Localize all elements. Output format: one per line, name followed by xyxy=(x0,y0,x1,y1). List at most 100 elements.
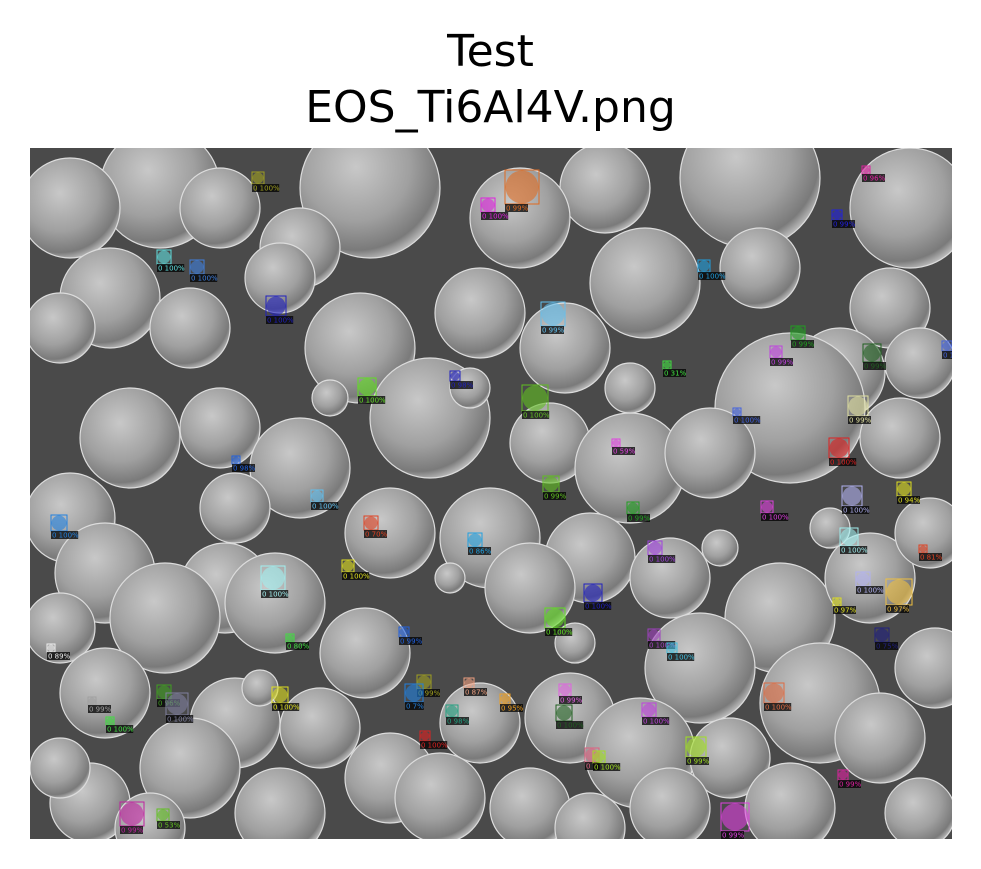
powder-particle xyxy=(884,777,952,839)
detection-label: 0 99% xyxy=(89,706,112,714)
detection-instance: 0 100% xyxy=(189,259,218,283)
detection-label-bg xyxy=(311,502,339,510)
powder-particle xyxy=(30,157,121,259)
detection-label-bg xyxy=(721,831,744,839)
detection-mask xyxy=(856,572,870,586)
detection-label-bg xyxy=(399,637,422,645)
detection-mask xyxy=(698,260,710,272)
detection-mask xyxy=(88,697,96,705)
detection-label: 0 7 xyxy=(586,763,597,771)
detection-mask xyxy=(543,476,559,492)
detection-label: 0 100% xyxy=(841,547,868,555)
detection-label: 0 1 xyxy=(943,352,952,360)
detection-instance: 0 1 xyxy=(941,340,952,360)
detection-instance: 0 100% xyxy=(480,197,509,221)
powder-particle xyxy=(59,647,151,739)
detection-label-bg xyxy=(464,688,487,696)
detection-mask xyxy=(832,210,842,220)
detection-mask xyxy=(612,439,620,447)
detection-instance: 0 100% xyxy=(839,527,868,555)
detection-label: 0 7% xyxy=(406,703,424,711)
detection-label-bg xyxy=(541,326,564,334)
detection-label: 0 89% xyxy=(48,653,71,661)
detection-overlays: 0 100%0 99%0 100%0 96%0 99%0 100%0 100% 0… xyxy=(46,165,952,840)
detection-mask xyxy=(311,490,323,502)
detection-label: 0 100% xyxy=(649,556,676,564)
detection-label-bg xyxy=(648,555,676,563)
detection-label: 0 87% xyxy=(465,689,488,697)
powder-particle xyxy=(469,167,571,269)
figure-title-line2: EOS_Ti6Al4V.png xyxy=(305,82,676,133)
detection-label: 0 99% xyxy=(792,341,815,349)
detection-label: 0 99% xyxy=(506,205,529,213)
detection-mask xyxy=(761,501,773,513)
detection-mask xyxy=(47,644,55,652)
detection-instance: 0 100% xyxy=(697,259,726,281)
detection-label-bg xyxy=(450,381,473,389)
detection-mask xyxy=(545,608,565,628)
detection-instance: 0 99% xyxy=(685,736,710,766)
detection-mask xyxy=(417,675,431,689)
powder-particle xyxy=(149,287,231,369)
detection-label-bg xyxy=(468,547,491,555)
powder-particle xyxy=(394,752,486,839)
detection-mask xyxy=(559,684,571,696)
detection-label-bg xyxy=(286,642,309,650)
detection-instance: 0 100% xyxy=(555,704,584,730)
detection-instance: 0 100% xyxy=(341,559,370,581)
detection-instance: 0 80% xyxy=(285,633,310,651)
detection-mask xyxy=(764,683,784,703)
detection-label-bg xyxy=(417,689,440,697)
detection-instance: 0 99% xyxy=(540,301,566,335)
detection-instance: 0 96% xyxy=(861,165,886,183)
detection-instance: 0 100% xyxy=(271,686,300,712)
detection-instance: 0 94% xyxy=(896,481,921,505)
powder-particle xyxy=(894,497,952,569)
powder-particle xyxy=(719,227,801,309)
powder-particle xyxy=(859,397,941,479)
detection-label: 0 75% xyxy=(876,643,899,651)
detection-label-bg xyxy=(862,174,885,182)
detection-mask xyxy=(733,408,741,416)
detection-label-bg xyxy=(266,316,294,324)
detection-label-bg xyxy=(832,220,855,228)
detection-label: 0 96% xyxy=(863,175,886,183)
detection-mask xyxy=(51,515,67,531)
detection-label: 0 100% xyxy=(52,532,79,540)
detection-instance: 0 100% xyxy=(583,583,612,611)
detection-label: 0 99% xyxy=(418,690,441,698)
detection-label: 0 86% xyxy=(469,548,492,556)
figure-title-line1: Test xyxy=(447,26,534,77)
detection-instance: 0 99% xyxy=(837,769,862,789)
detection-label-bg xyxy=(584,602,612,610)
powder-particle xyxy=(199,472,271,544)
detection-label-bg xyxy=(358,396,386,404)
detection-label: 0 100% xyxy=(594,764,621,772)
detection-label-bg xyxy=(545,628,573,636)
powder-particle xyxy=(894,627,952,709)
powder-particle xyxy=(604,362,656,414)
detection-instance: 0 100% xyxy=(641,702,670,726)
detection-label-bg xyxy=(698,272,726,280)
detection-label: 0 99% xyxy=(121,827,144,835)
detection-label: 0 100% xyxy=(191,275,218,283)
detection-label: 0 100% xyxy=(668,654,695,662)
detection-label: 0 100% xyxy=(167,716,194,724)
sem-image-panel: 0 100% 0 99% 0 100% 0 96% 0 99% 0 100% 0 100% 0… xyxy=(30,148,952,839)
detection-instance: 0 100% xyxy=(105,716,134,734)
detection-label-bg xyxy=(842,506,870,514)
detection-label: 0 99% xyxy=(722,832,745,840)
detection-mask xyxy=(446,705,458,717)
powder-particle xyxy=(644,612,756,724)
detection-label: 0 100% xyxy=(158,265,185,273)
detection-label: 0 100% xyxy=(762,514,789,522)
powder-particle xyxy=(434,267,526,359)
detection-mask xyxy=(252,172,264,184)
detection-instance: 0 99% xyxy=(831,209,856,229)
detection-label-bg xyxy=(886,605,909,613)
detection-mask xyxy=(667,643,677,653)
detection-instance: 0 89% xyxy=(46,643,71,661)
detection-mask xyxy=(593,751,605,763)
detection-mask xyxy=(833,598,841,606)
detection-mask xyxy=(342,560,354,572)
